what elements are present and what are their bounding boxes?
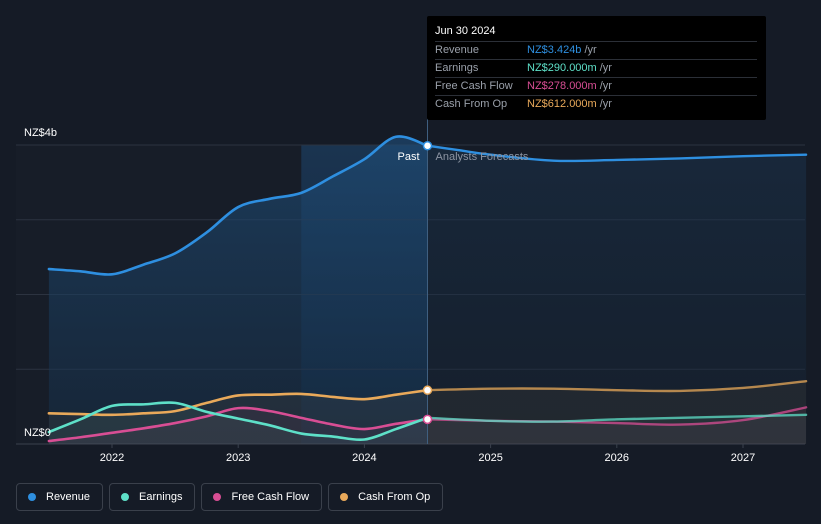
- legend-dot-icon: [28, 493, 36, 501]
- tooltip-unit: /yr: [599, 98, 612, 110]
- legend-label: Cash From Op: [358, 491, 431, 503]
- legend-label: Revenue: [46, 491, 91, 503]
- tooltip-unit: /yr: [584, 44, 597, 56]
- legend-dot-icon: [213, 493, 222, 501]
- fcf-line-past: [47, 406, 429, 443]
- revenue-line-forecast: [426, 144, 808, 163]
- legend-dot-icon: [121, 493, 130, 501]
- cfo-marker: [422, 385, 433, 395]
- y-axis-label-bottom: NZ$0: [24, 427, 51, 439]
- earnings-line-past: [47, 401, 429, 442]
- legend-label: Earnings: [139, 491, 183, 503]
- legend-earnings[interactable]: Earnings: [109, 483, 196, 511]
- x-tick-label: 2022: [100, 452, 124, 464]
- tooltip-label: Free Cash Flow: [435, 80, 513, 92]
- earnings-line-forecast: [426, 413, 808, 423]
- tooltip-value: NZ$612.000m: [527, 98, 597, 110]
- revenue-line-past: [47, 135, 429, 276]
- tooltip-row-revenue: Revenue NZ$3.424b /yr: [435, 41, 757, 59]
- x-tick-label: 2027: [731, 452, 755, 464]
- x-tick-label: 2026: [605, 452, 629, 464]
- tooltip-label: Cash From Op: [435, 98, 508, 110]
- tooltip-value: NZ$278.000m: [527, 80, 597, 92]
- revenue-marker: [422, 140, 433, 151]
- fcf-marker: [422, 414, 433, 425]
- revenue-area-forecast: [427, 145, 807, 444]
- tooltip-label: Earnings: [435, 62, 479, 74]
- legend-free-cash-flow[interactable]: Free Cash Flow: [201, 483, 323, 511]
- chart-legend: Revenue Earnings Free Cash Flow Cash Fro…: [16, 483, 444, 511]
- legend-label: Free Cash Flow: [231, 491, 310, 503]
- forecast-label: Analysts Forecasts: [436, 151, 529, 163]
- legend-revenue[interactable]: Revenue: [16, 483, 104, 511]
- tooltip-row-free-cash-flow: Free Cash Flow NZ$278.000m /yr: [435, 77, 757, 95]
- tooltip-value: NZ$290.000m: [527, 62, 597, 74]
- tooltip-row-cash-from-op: Cash From Op NZ$612.000m /yr: [435, 95, 757, 113]
- tooltip-unit: /yr: [599, 62, 612, 74]
- tooltip-value: NZ$3.424b: [527, 44, 582, 56]
- tooltip-date: Jun 30 2024: [435, 25, 496, 37]
- revenue-area-past: [48, 136, 428, 444]
- x-tick-label: 2024: [352, 452, 376, 464]
- legend-dot-icon: [340, 493, 349, 501]
- cfo-line-forecast: [426, 380, 808, 393]
- tooltip-unit: /yr: [599, 80, 612, 92]
- tooltip-label: Revenue: [435, 44, 480, 56]
- legend-cash-from-op[interactable]: Cash From Op: [328, 483, 444, 511]
- past-label: Past: [397, 151, 419, 163]
- y-axis-label-top: NZ$4b: [24, 127, 57, 139]
- cfo-line-past: [47, 388, 429, 417]
- x-tick-label: 2025: [478, 452, 502, 464]
- data-tooltip: Jun 30 2024 Revenue NZ$3.424b /yr Earnin…: [427, 16, 766, 120]
- x-tick-label: 2023: [226, 452, 250, 464]
- tooltip-row-earnings: Earnings NZ$290.000m /yr: [435, 59, 757, 77]
